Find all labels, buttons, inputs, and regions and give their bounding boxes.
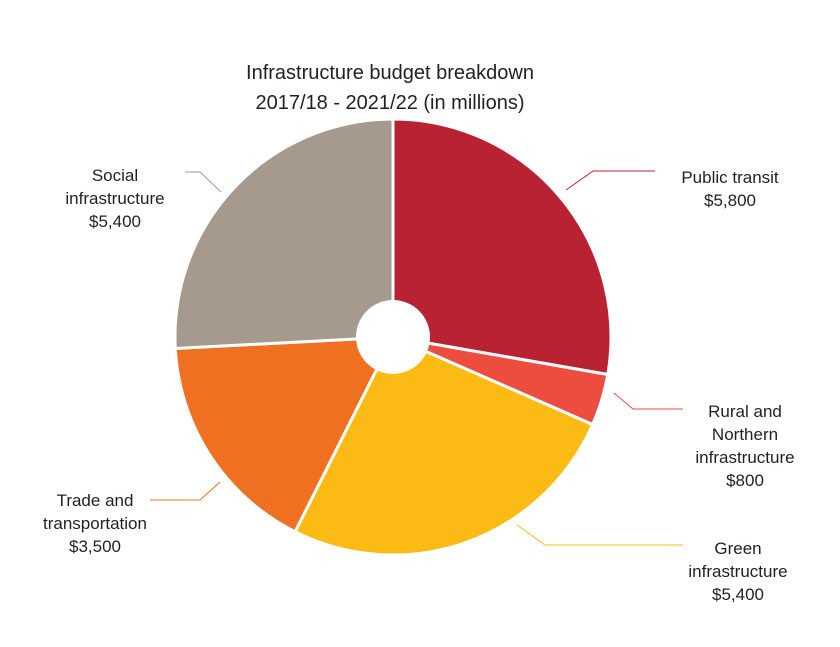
chart-title-line-2: 2017/18 - 2021/22 (in millions) (255, 92, 525, 114)
label-name-line: Social (91, 166, 139, 185)
label-value: $800 (726, 471, 764, 490)
label-value: $5,800 (704, 191, 756, 210)
label-name-line: Trade and (56, 491, 134, 510)
label-value: $5,400 (712, 585, 764, 604)
label-public-transit: Public transit $5,800 (655, 166, 805, 212)
leader-line (565, 170, 655, 191)
donut-hole (356, 300, 430, 374)
label-rural-northern: Rural and Northern infrastructure $800 (670, 400, 820, 492)
leader-line (613, 392, 683, 410)
label-green: Green infrastructure $5,400 (663, 537, 813, 606)
label-name-line: Public transit (681, 168, 779, 187)
leader-line (516, 524, 683, 546)
label-name-line: Rural and (708, 402, 782, 421)
label-name-line: infrastructure (688, 562, 788, 581)
label-social: Social infrastructure $5,400 (40, 164, 190, 233)
label-name-line: Northern (711, 425, 779, 444)
pie-slice-trade-and-transportation (173, 335, 396, 534)
label-name-line: infrastructure (695, 448, 795, 467)
chart-title-line-1: Infrastructure budget breakdown (246, 62, 534, 84)
label-name-line: transportation (43, 514, 147, 533)
leader-line (150, 481, 221, 501)
label-name-line: Green (714, 539, 762, 558)
label-name-line: infrastructure (65, 189, 165, 208)
label-value: $5,400 (89, 212, 141, 231)
leader-line (185, 171, 222, 193)
pie-slice-public-transit (391, 117, 613, 377)
pie-slice-social-infrastructure (173, 117, 395, 351)
label-trade: Trade and transportation $3,500 (20, 489, 170, 558)
pie-slice-green-infrastructure (293, 335, 595, 557)
label-value: $3,500 (69, 537, 121, 556)
